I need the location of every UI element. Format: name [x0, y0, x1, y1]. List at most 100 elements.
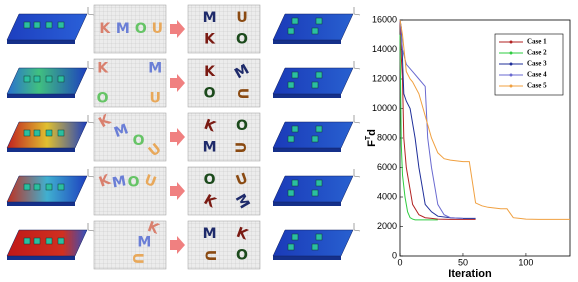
letter: K	[204, 32, 216, 48]
letter: O	[204, 86, 216, 102]
plate-side	[7, 94, 75, 98]
block	[33, 183, 41, 191]
letter: M	[203, 226, 217, 242]
block	[287, 81, 295, 89]
block	[57, 21, 65, 29]
y-tick-label: 12000	[372, 73, 397, 83]
block	[23, 183, 31, 191]
legend-marker	[509, 40, 513, 44]
block	[291, 71, 299, 79]
block	[57, 237, 65, 245]
design-grid	[93, 166, 167, 216]
block	[315, 179, 323, 187]
y-tick-label: 6000	[377, 162, 397, 172]
y-tick-label: 8000	[377, 132, 397, 142]
block	[33, 75, 41, 83]
block	[311, 135, 319, 143]
block	[291, 17, 299, 25]
block	[315, 125, 323, 133]
block	[45, 129, 53, 137]
y-axis-label-part: T	[365, 135, 372, 140]
design-grid	[187, 166, 261, 216]
plate	[272, 121, 354, 149]
legend-marker	[509, 84, 513, 88]
plate	[272, 13, 354, 41]
letter: U	[234, 170, 250, 189]
legend-marker	[509, 73, 513, 77]
y-tick-label: 4000	[377, 191, 397, 201]
block	[23, 21, 31, 29]
legend-label: Case 2	[527, 49, 547, 57]
letter: K	[97, 61, 109, 77]
block	[57, 183, 65, 191]
letter: O	[236, 248, 248, 264]
x-axis-label: Iteration	[448, 268, 492, 280]
series-line	[399, 19, 476, 219]
axis-glyph	[353, 13, 361, 16]
block	[311, 189, 319, 197]
letter: M	[111, 173, 128, 191]
legend-marker	[509, 51, 513, 55]
letter: U	[152, 21, 163, 37]
x-tick-label: 0	[397, 257, 402, 267]
block	[23, 237, 31, 245]
y-axis-label-part: d	[366, 129, 378, 136]
plate-side	[273, 148, 341, 152]
block	[23, 129, 31, 137]
plate	[272, 175, 354, 203]
design-grid	[187, 58, 261, 108]
letter: K	[204, 64, 216, 80]
block	[45, 237, 53, 245]
plate-side	[273, 40, 341, 44]
design-grid	[187, 220, 261, 270]
block	[45, 183, 53, 191]
letter: K	[99, 21, 111, 37]
x-tick-label: 50	[458, 257, 468, 267]
block	[287, 27, 295, 35]
axis-glyph	[353, 175, 361, 178]
x-tick-label: 100	[518, 257, 533, 267]
plate-side	[273, 256, 341, 260]
letter: M	[232, 62, 252, 83]
block	[315, 17, 323, 25]
series-line	[399, 19, 464, 219]
series-line	[399, 19, 570, 220]
series-line	[399, 19, 476, 220]
block	[291, 233, 299, 241]
legend-label: Case 4	[527, 71, 547, 79]
y-tick-label: 2000	[377, 221, 397, 231]
letter: M	[112, 121, 131, 141]
arrow	[170, 182, 185, 200]
letter: O	[133, 133, 145, 149]
letter: O	[135, 21, 147, 37]
letter: U	[129, 253, 145, 264]
design-grid	[187, 4, 261, 54]
letter: U	[234, 142, 250, 153]
block	[315, 71, 323, 79]
legend-marker	[509, 62, 513, 66]
letter: U	[142, 172, 158, 191]
design-grid	[93, 112, 167, 162]
y-tick-label: 0	[392, 250, 397, 260]
arrow	[170, 128, 185, 146]
arrow	[170, 20, 185, 38]
y-tick-label: 10000	[372, 103, 397, 113]
letter: O	[204, 172, 216, 188]
y-axis-label-part: F	[366, 140, 378, 147]
y-tick-label: 14000	[372, 44, 397, 54]
block	[33, 129, 41, 137]
letter: O	[236, 32, 248, 48]
arrow	[170, 236, 185, 254]
block	[45, 21, 53, 29]
legend-label: Case 1	[527, 38, 547, 46]
axis-glyph	[87, 175, 95, 178]
letter: U	[202, 250, 218, 261]
axis-glyph	[87, 229, 95, 232]
letter: M	[203, 10, 217, 26]
design-grid	[93, 4, 167, 54]
letter: U	[150, 90, 161, 106]
block	[287, 243, 295, 251]
plate	[272, 67, 354, 95]
letter: O	[128, 174, 140, 190]
